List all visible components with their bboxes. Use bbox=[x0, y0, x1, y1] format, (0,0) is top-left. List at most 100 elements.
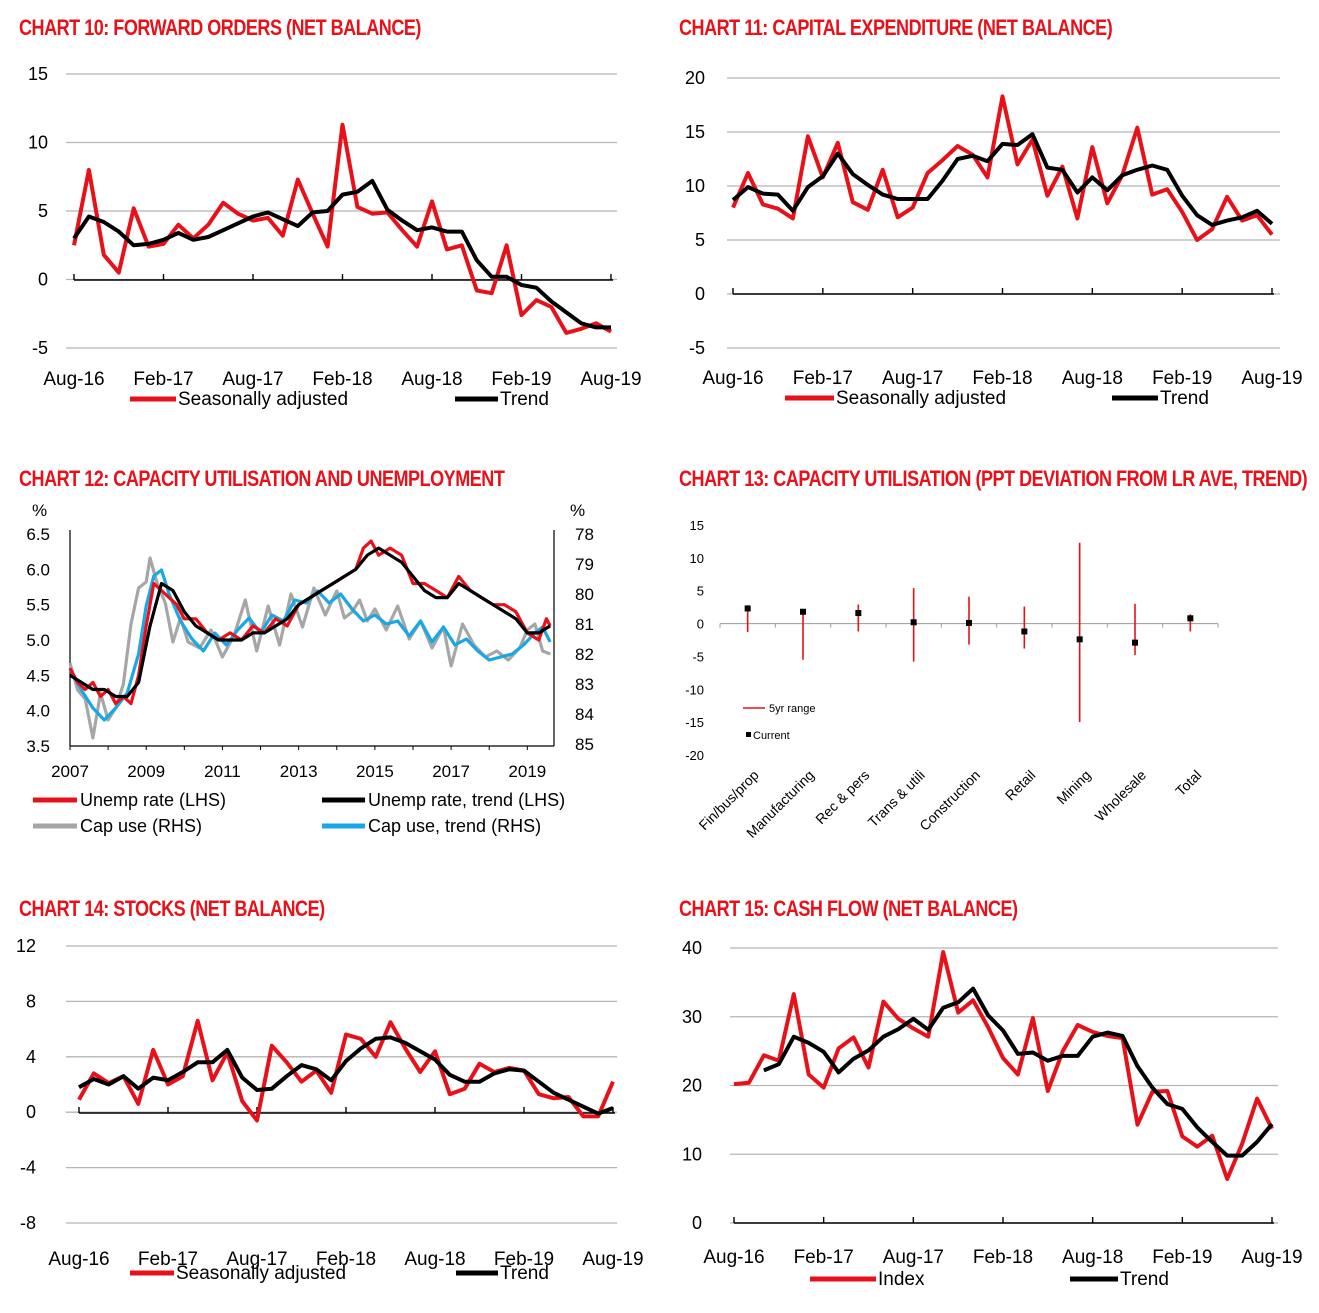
chart-13-panel: CHART 13: CAPACITY UTILISATION (PPT DEVI… bbox=[660, 450, 1319, 850]
chart-10-x-tick-label: Aug-18 bbox=[401, 369, 462, 390]
chart-12-legend-label: Unemp rate, trend (LHS) bbox=[368, 790, 565, 810]
chart-13-legend-label: 5yr range bbox=[769, 703, 815, 715]
chart-12-right-unit: % bbox=[570, 501, 585, 520]
chart-15-y-tick-label: 30 bbox=[682, 1007, 702, 1027]
chart-10-x-tick-label: Aug-16 bbox=[43, 369, 104, 390]
chart-15-title: CHART 15: CASH FLOW (NET BALANCE) bbox=[679, 896, 1018, 921]
chart-12-legend-label: Cap use, trend (RHS) bbox=[368, 816, 541, 836]
chart-13-current-marker bbox=[1076, 636, 1083, 643]
chart-12-x-tick-label: 2007 bbox=[51, 762, 89, 781]
chart-12-series-cap-use-trend-line bbox=[68, 568, 552, 722]
chart-12-y-left-tick-label: 5.5 bbox=[26, 596, 50, 615]
chart-14-x-tick-label: Aug-17 bbox=[226, 1249, 287, 1270]
chart-15-x-tick-label: Feb-19 bbox=[1152, 1247, 1212, 1268]
chart-12-y-left-tick-label: 3.5 bbox=[26, 737, 50, 756]
chart-11-y-tick-label: 15 bbox=[685, 122, 705, 142]
chart-15-y-tick-label: 20 bbox=[682, 1076, 702, 1096]
chart-14-y-tick-label: 4 bbox=[26, 1047, 36, 1067]
chart-13-legend-label: Current bbox=[753, 730, 790, 742]
chart-11-legend-label: Seasonally adjusted bbox=[836, 388, 1006, 409]
chart-13-y-tick-label: -10 bbox=[685, 682, 704, 697]
chart-10-plot: 15 10 5 0 -5 Aug-16 Feb-17 Aug-17 Feb-18 Aug-18 Fe… bbox=[28, 64, 642, 410]
chart-13-category-label: Mining bbox=[1053, 767, 1093, 807]
chart-11-y-tick-label: 0 bbox=[695, 284, 705, 304]
chart-14-x-tick-label: Feb-17 bbox=[138, 1249, 198, 1270]
chart-14-y-tick-label: 8 bbox=[26, 991, 36, 1011]
chart-13-y-tick-label: 10 bbox=[690, 551, 704, 566]
chart-11-y-tick-label: 10 bbox=[685, 176, 705, 196]
chart-14-plot: 12 8 4 0 -4 -8 Aug-16 Feb-17 Aug-17 Feb-18 Aug-18 F… bbox=[16, 936, 644, 1284]
chart-15-legend-label: Index bbox=[878, 1269, 925, 1290]
chart-13-current-marker bbox=[744, 605, 751, 612]
chart-15-y-tick-label: 0 bbox=[692, 1213, 702, 1233]
chart-13-y-tick-label: -20 bbox=[685, 748, 704, 763]
chart-12-y-left-tick-label: 6.0 bbox=[26, 560, 50, 579]
chart-12-y-right-tick-label: 81 bbox=[575, 615, 594, 634]
chart-14-x-tick-label: Feb-18 bbox=[316, 1249, 376, 1270]
chart-13-y-tick-label: 5 bbox=[697, 584, 704, 599]
chart-12-x-tick-label: 2009 bbox=[127, 762, 165, 781]
chart-13-current-marker bbox=[966, 619, 972, 626]
chart-15-x-tick-label: Aug-18 bbox=[1062, 1247, 1123, 1268]
chart-15-series-trend-line bbox=[763, 986, 1274, 1158]
chart-12-x-tick-label: 2019 bbox=[508, 762, 546, 781]
chart-11-y-tick-label: 20 bbox=[685, 68, 705, 88]
chart-13-current-marker bbox=[1021, 628, 1028, 635]
chart-14-y-tick-label: 0 bbox=[26, 1102, 36, 1122]
chart-13-current-marker bbox=[855, 610, 862, 617]
chart-15-panel: CHART 15: CASH FLOW (NET BALANCE) 40 30 20… bbox=[660, 880, 1319, 1313]
chart-13-title: CHART 13: CAPACITY UTILISATION (PPT DEVI… bbox=[679, 466, 1308, 491]
chart-14-y-tick-label: 12 bbox=[16, 936, 36, 956]
chart-12-y-left-tick-label: 4.5 bbox=[26, 666, 50, 685]
chart-10-x-tick-label: Feb-18 bbox=[312, 369, 372, 390]
chart-12-y-right-tick-label: 80 bbox=[575, 585, 594, 604]
chart-12-panel: CHART 12: CAPACITY UTILISATION AND UNEMP… bbox=[0, 450, 660, 850]
chart-12-left-unit: % bbox=[32, 501, 47, 520]
chart-15-y-tick-label: 10 bbox=[682, 1144, 702, 1164]
chart-13-category-label: Total bbox=[1172, 767, 1204, 799]
chart-15-y-tick-label: 40 bbox=[682, 938, 702, 958]
chart-11-x-tick-label: Aug-18 bbox=[1062, 368, 1123, 389]
chart-11-x-tick-label: Aug-16 bbox=[702, 368, 763, 389]
chart-15-x-tick-label: Aug-19 bbox=[1241, 1247, 1302, 1268]
chart-14-y-tick-label: -4 bbox=[20, 1158, 36, 1178]
chart-10-legend-label: Trend bbox=[500, 389, 549, 410]
chart-13-plot: 151050-5-10-15-20Fin/bus/propManufacturi… bbox=[685, 518, 1219, 841]
chart-13-category-label: Wholesale bbox=[1092, 767, 1150, 825]
chart-13-y-tick-label: -5 bbox=[692, 649, 704, 664]
chart-14-legend-label: Seasonally adjusted bbox=[176, 1263, 346, 1284]
chart-12-x-tick-label: 2011 bbox=[204, 762, 241, 781]
chart-11-panel: CHART 11: CAPITAL EXPENDITURE (NET BALAN… bbox=[660, 0, 1319, 440]
chart-10-legend-label: Seasonally adjusted bbox=[178, 389, 348, 410]
chart-11-series-primary-line bbox=[731, 94, 1274, 242]
chart-10-panel: CHART 10: FORWARD ORDERS (NET BALANCE) 1… bbox=[0, 0, 660, 440]
chart-12-legend-label: Cap use (RHS) bbox=[80, 816, 202, 836]
chart-14-series-primary-line bbox=[77, 1018, 615, 1123]
chart-11-x-tick-label: Aug-19 bbox=[1241, 368, 1302, 389]
chart-12-x-tick-label: 2017 bbox=[432, 762, 470, 781]
chart-13-current-marker bbox=[1132, 639, 1138, 646]
chart-10-x-tick-label: Feb-17 bbox=[133, 369, 193, 390]
chart-10-x-tick-label: Feb-19 bbox=[491, 369, 551, 390]
chart-15-x-tick-label: Aug-16 bbox=[703, 1247, 764, 1268]
chart-15-x-tick-label: Feb-18 bbox=[973, 1247, 1033, 1268]
chart-14-x-tick-label: Aug-18 bbox=[404, 1249, 465, 1270]
chart-14-x-tick-label: Aug-19 bbox=[582, 1249, 643, 1270]
chart-10-x-tick-label: Aug-17 bbox=[222, 369, 283, 390]
chart-11-title: CHART 11: CAPITAL EXPENDITURE (NET BALAN… bbox=[679, 15, 1113, 40]
chart-13-category-label: Rec & pers bbox=[812, 767, 872, 827]
chart-10-y-tick-label: 0 bbox=[38, 270, 48, 290]
chart-11-x-tick-label: Feb-17 bbox=[793, 368, 853, 389]
chart-12-plot: % % 6.5 6.0 5.5 5.0 4.5 4.0 3.5 78 79 80 81 82 83 84 85 2… bbox=[26, 501, 594, 836]
chart-12-y-left-tick-label: 5.0 bbox=[26, 631, 50, 650]
chart-13-current-marker bbox=[800, 608, 806, 615]
chart-14-panel: CHART 14: STOCKS (NET BALANCE) 12 8 4 0 -4 -8… bbox=[0, 880, 660, 1313]
chart-14-series-trend-line bbox=[78, 1035, 614, 1116]
chart-10-x-tick-label: Aug-19 bbox=[580, 369, 641, 390]
chart-12-y-right-tick-label: 79 bbox=[575, 555, 594, 574]
chart-12-series-unemp-rate-trend-line bbox=[69, 546, 552, 699]
chart-14-y-tick-label: -8 bbox=[20, 1213, 36, 1233]
chart-14-title: CHART 14: STOCKS (NET BALANCE) bbox=[19, 896, 325, 921]
chart-13-legend-marker bbox=[746, 732, 751, 737]
chart-11-x-tick-label: Aug-17 bbox=[882, 368, 943, 389]
